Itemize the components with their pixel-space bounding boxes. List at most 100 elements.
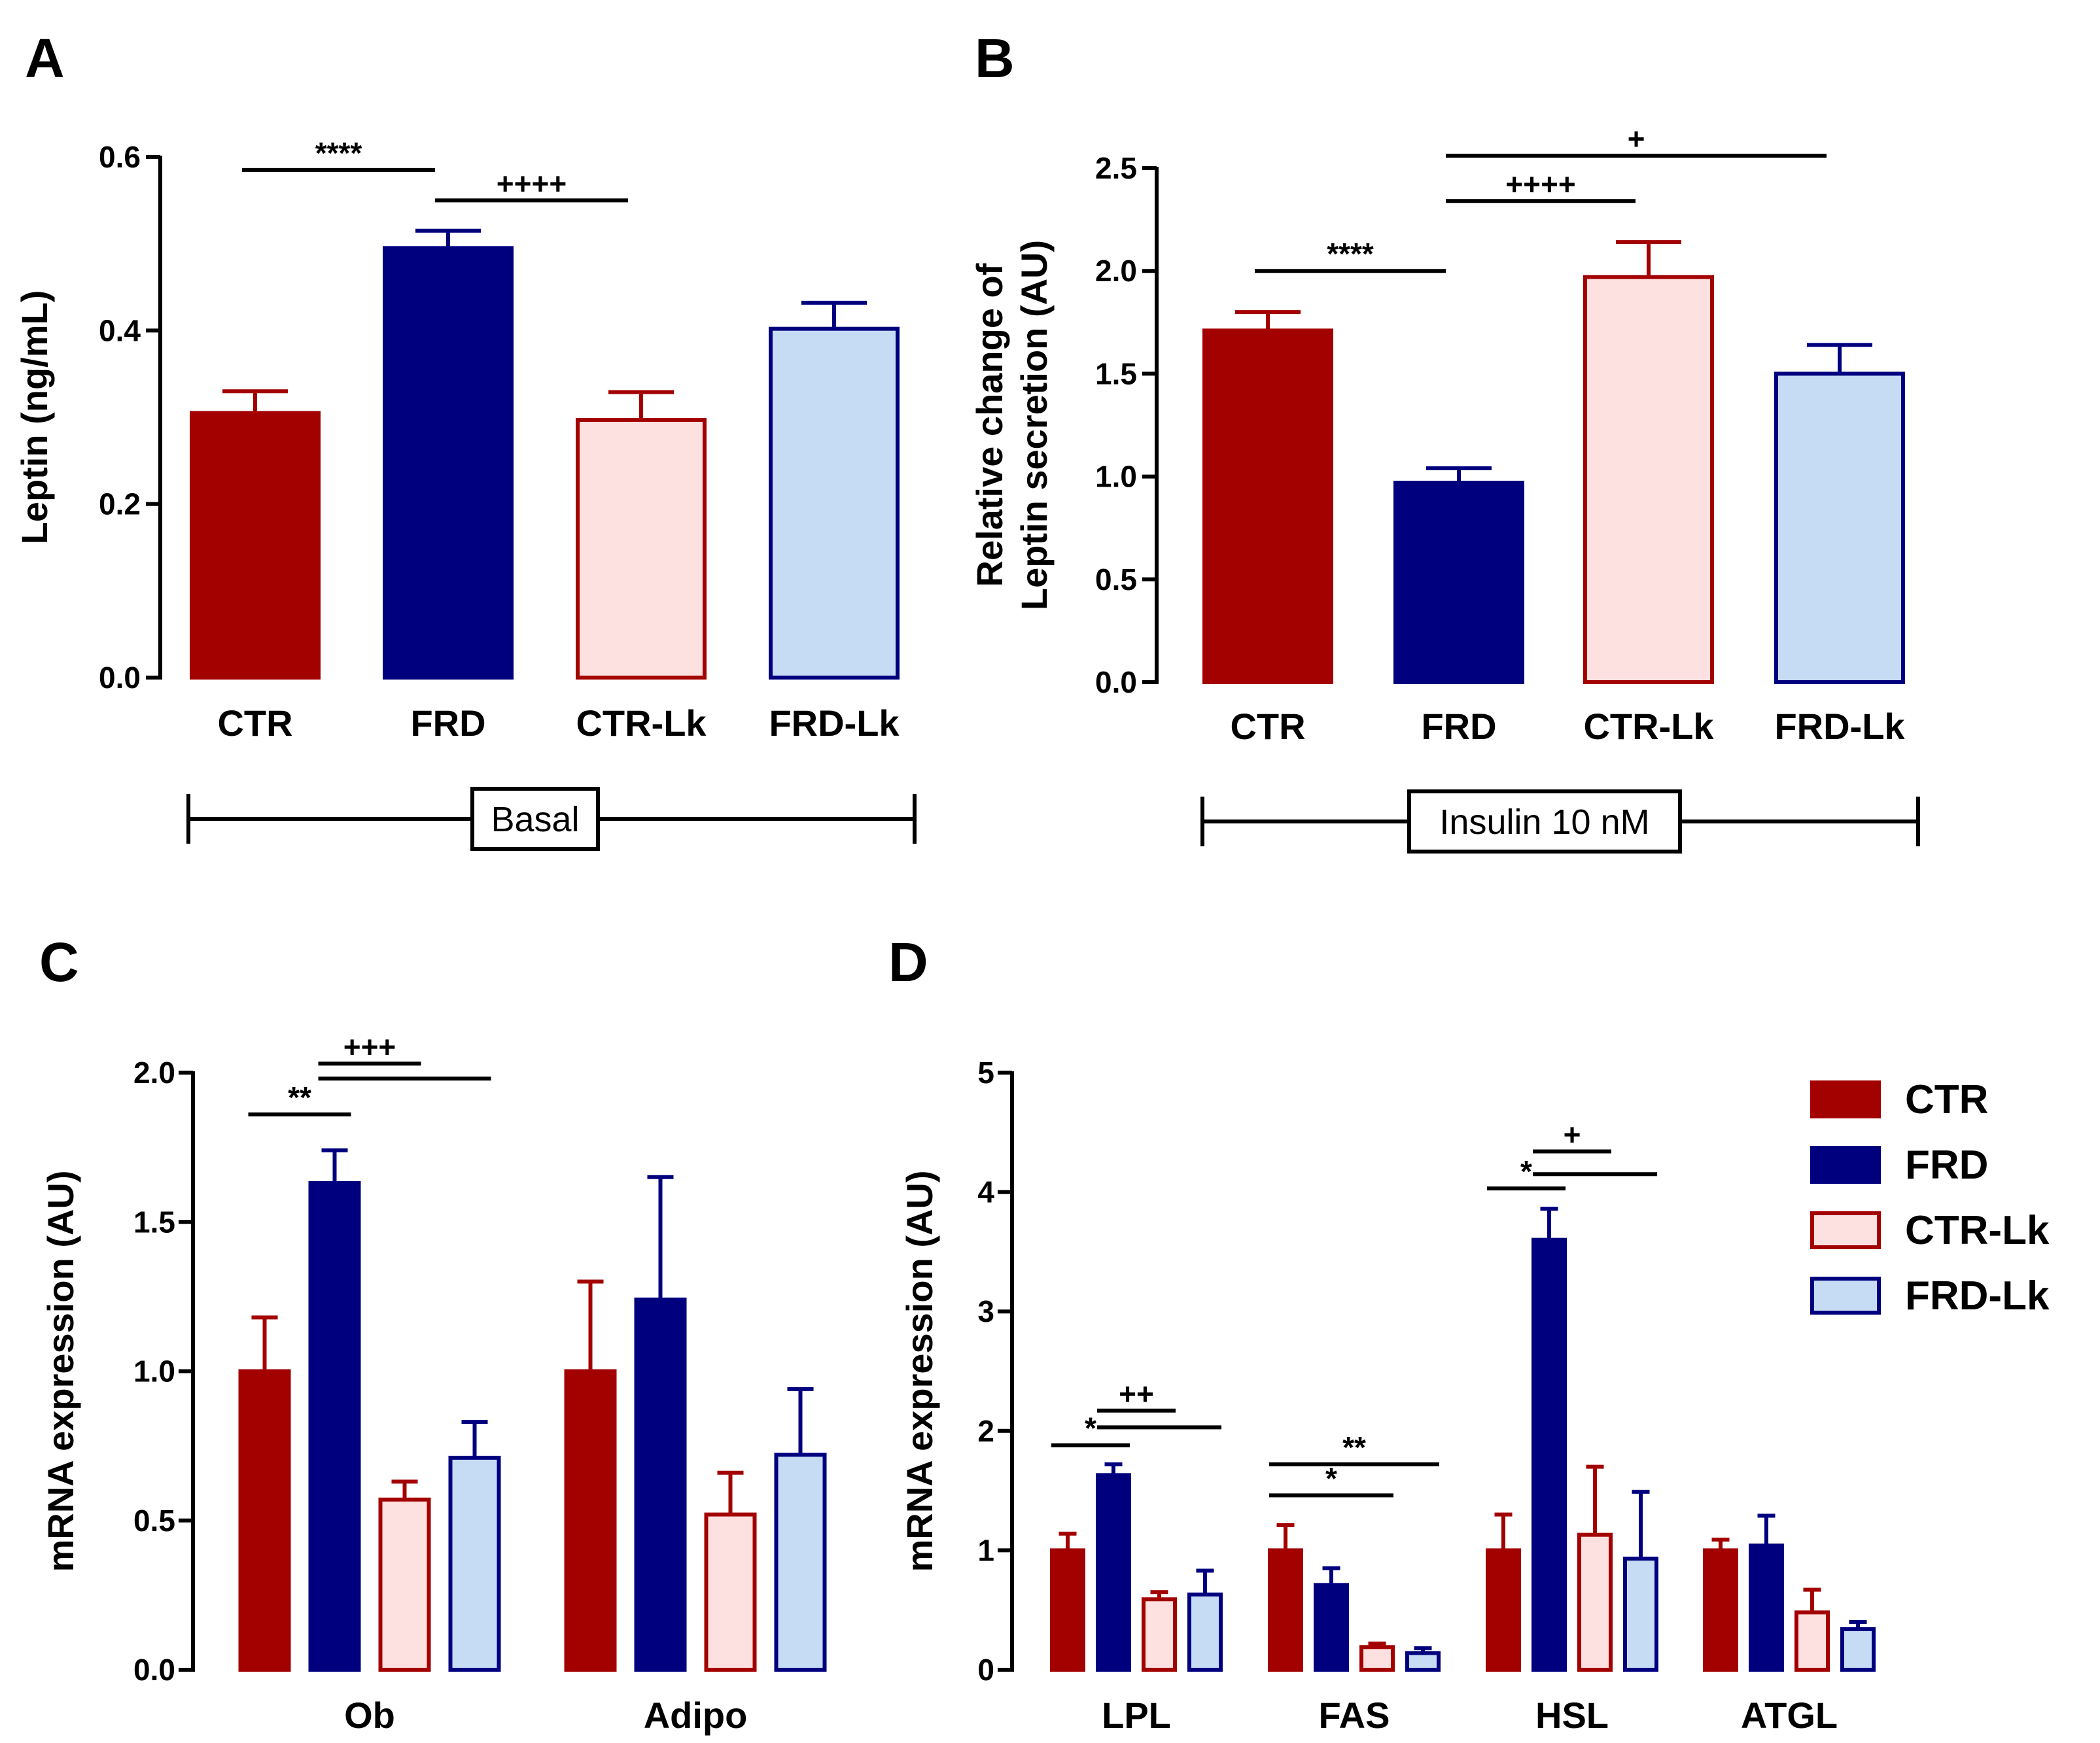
bar (1531, 1237, 1567, 1672)
y-tick-label: 0.2 (99, 487, 141, 521)
y-tick-label: 0.0 (133, 1653, 175, 1687)
bar (1703, 1548, 1738, 1672)
x-category-label: FAS (1319, 1695, 1390, 1736)
y-tick-label: 1.5 (133, 1205, 175, 1239)
x-category-label: FRD-Lk (769, 702, 900, 744)
bar (1187, 1592, 1223, 1672)
bar (1840, 1627, 1876, 1672)
bar (1359, 1645, 1395, 1672)
bar (1623, 1557, 1658, 1672)
legend-swatch (1810, 1211, 1881, 1249)
significance-label: **** (315, 136, 362, 170)
y-tick-label: 5 (977, 1056, 994, 1090)
bar (769, 326, 900, 680)
legend-label: FRD (1905, 1143, 1988, 1188)
y-tick-label: 1 (977, 1533, 994, 1567)
bar (308, 1181, 361, 1672)
x-category-label: Adipo (644, 1695, 748, 1736)
y-tick-label: 0.5 (1095, 562, 1137, 596)
bar (1583, 275, 1714, 684)
condition-box (1407, 789, 1682, 854)
significance-label: ** (1342, 1430, 1366, 1464)
bar (774, 1453, 827, 1672)
legend-label: FRD-Lk (1905, 1273, 2050, 1319)
bar (1774, 371, 1905, 685)
x-category-label: CTR-Lk (1583, 706, 1714, 747)
y-tick-label: 1.5 (1095, 356, 1137, 390)
y-axis-label: mRNA expression (AU) (899, 1170, 940, 1572)
panel-label: C (39, 931, 79, 993)
significance-label: + (1628, 122, 1645, 156)
x-category-label: FRD-Lk (1774, 706, 1905, 747)
panel-b: B Relative change of Leptin secretion (AU)… (969, 27, 1920, 854)
y-tick-label: 0.0 (1095, 665, 1137, 699)
panel-label: A (25, 27, 65, 89)
y-tick-label: 2.5 (1095, 151, 1137, 185)
bar (1050, 1548, 1085, 1672)
significance-label: ++ (1119, 1377, 1154, 1411)
y-tick-label: 0.0 (99, 661, 141, 695)
legend-label: CTR (1905, 1077, 1988, 1122)
x-category-label: CTR (1230, 706, 1305, 747)
significance-label: * (1520, 1154, 1532, 1188)
y-tick-label: 4 (977, 1175, 994, 1209)
y-tick-label: 3 (977, 1294, 994, 1328)
x-category-label: CTR (217, 702, 292, 744)
bar (1749, 1544, 1784, 1672)
bar (1314, 1583, 1349, 1672)
significance-label: ++++ (497, 166, 567, 200)
x-category-label: FRD (410, 702, 485, 744)
condition-box (470, 787, 600, 851)
significance-label: * (1325, 1461, 1337, 1495)
y-tick-label: 1.0 (133, 1355, 175, 1389)
y-axis-label: mRNA expression (AU) (40, 1170, 81, 1572)
bar (238, 1369, 291, 1672)
bar (564, 1369, 617, 1672)
bar (190, 411, 321, 680)
significance-label: * (1085, 1411, 1096, 1445)
x-category-label: LPL (1102, 1695, 1171, 1736)
significance-label: **** (1327, 237, 1374, 271)
legend-label: CTR-Lk (1905, 1208, 2050, 1253)
bar (1577, 1532, 1613, 1672)
legend-swatch (1810, 1277, 1881, 1315)
bar (704, 1512, 757, 1672)
condition-label: Basal (491, 800, 579, 839)
y-axis-label: Relative change of (969, 263, 1010, 587)
bar (1794, 1610, 1830, 1672)
y-tick-label: 1.0 (1095, 460, 1137, 494)
bar (1393, 481, 1524, 684)
bar (1142, 1597, 1177, 1672)
bar (378, 1497, 431, 1672)
significance-label: +++ (343, 1029, 396, 1063)
y-tick-label: 0.5 (133, 1504, 175, 1538)
legend: CTR FRD CTR-Lk FRD-Lk (1810, 1077, 2050, 1319)
y-tick-label: 2.0 (1095, 254, 1137, 288)
significance-label: + (1564, 1118, 1581, 1152)
legend-swatch (1810, 1080, 1881, 1118)
x-category-label: FRD (1421, 706, 1496, 747)
y-tick-label: 0 (977, 1653, 994, 1687)
bar (634, 1297, 687, 1672)
bar (1096, 1473, 1131, 1672)
condition-label: Insulin 10 nM (1439, 802, 1649, 842)
panel-a: A Leptin (ng/mL) CTR FRD CTR-Lk FRD-Lk **** +++… (14, 27, 917, 851)
bar (1268, 1548, 1303, 1672)
bar (448, 1455, 501, 1672)
bar (576, 417, 707, 680)
significance-label: ** (288, 1080, 311, 1114)
panel-label: B (975, 27, 1015, 89)
bar (1486, 1548, 1521, 1672)
significance-label: ++++ (1505, 167, 1575, 201)
x-category-label: Ob (344, 1695, 395, 1736)
y-axis-label: Leptin (ng/mL) (14, 290, 55, 545)
x-category-label: HSL (1535, 1695, 1609, 1736)
y-tick-label: 2.0 (133, 1056, 175, 1090)
y-tick-label: 0.4 (99, 313, 141, 347)
panel-label: D (888, 931, 928, 993)
bar (1202, 328, 1333, 685)
y-tick-label: 0.6 (99, 140, 141, 174)
x-category-label: CTR-Lk (576, 702, 707, 744)
